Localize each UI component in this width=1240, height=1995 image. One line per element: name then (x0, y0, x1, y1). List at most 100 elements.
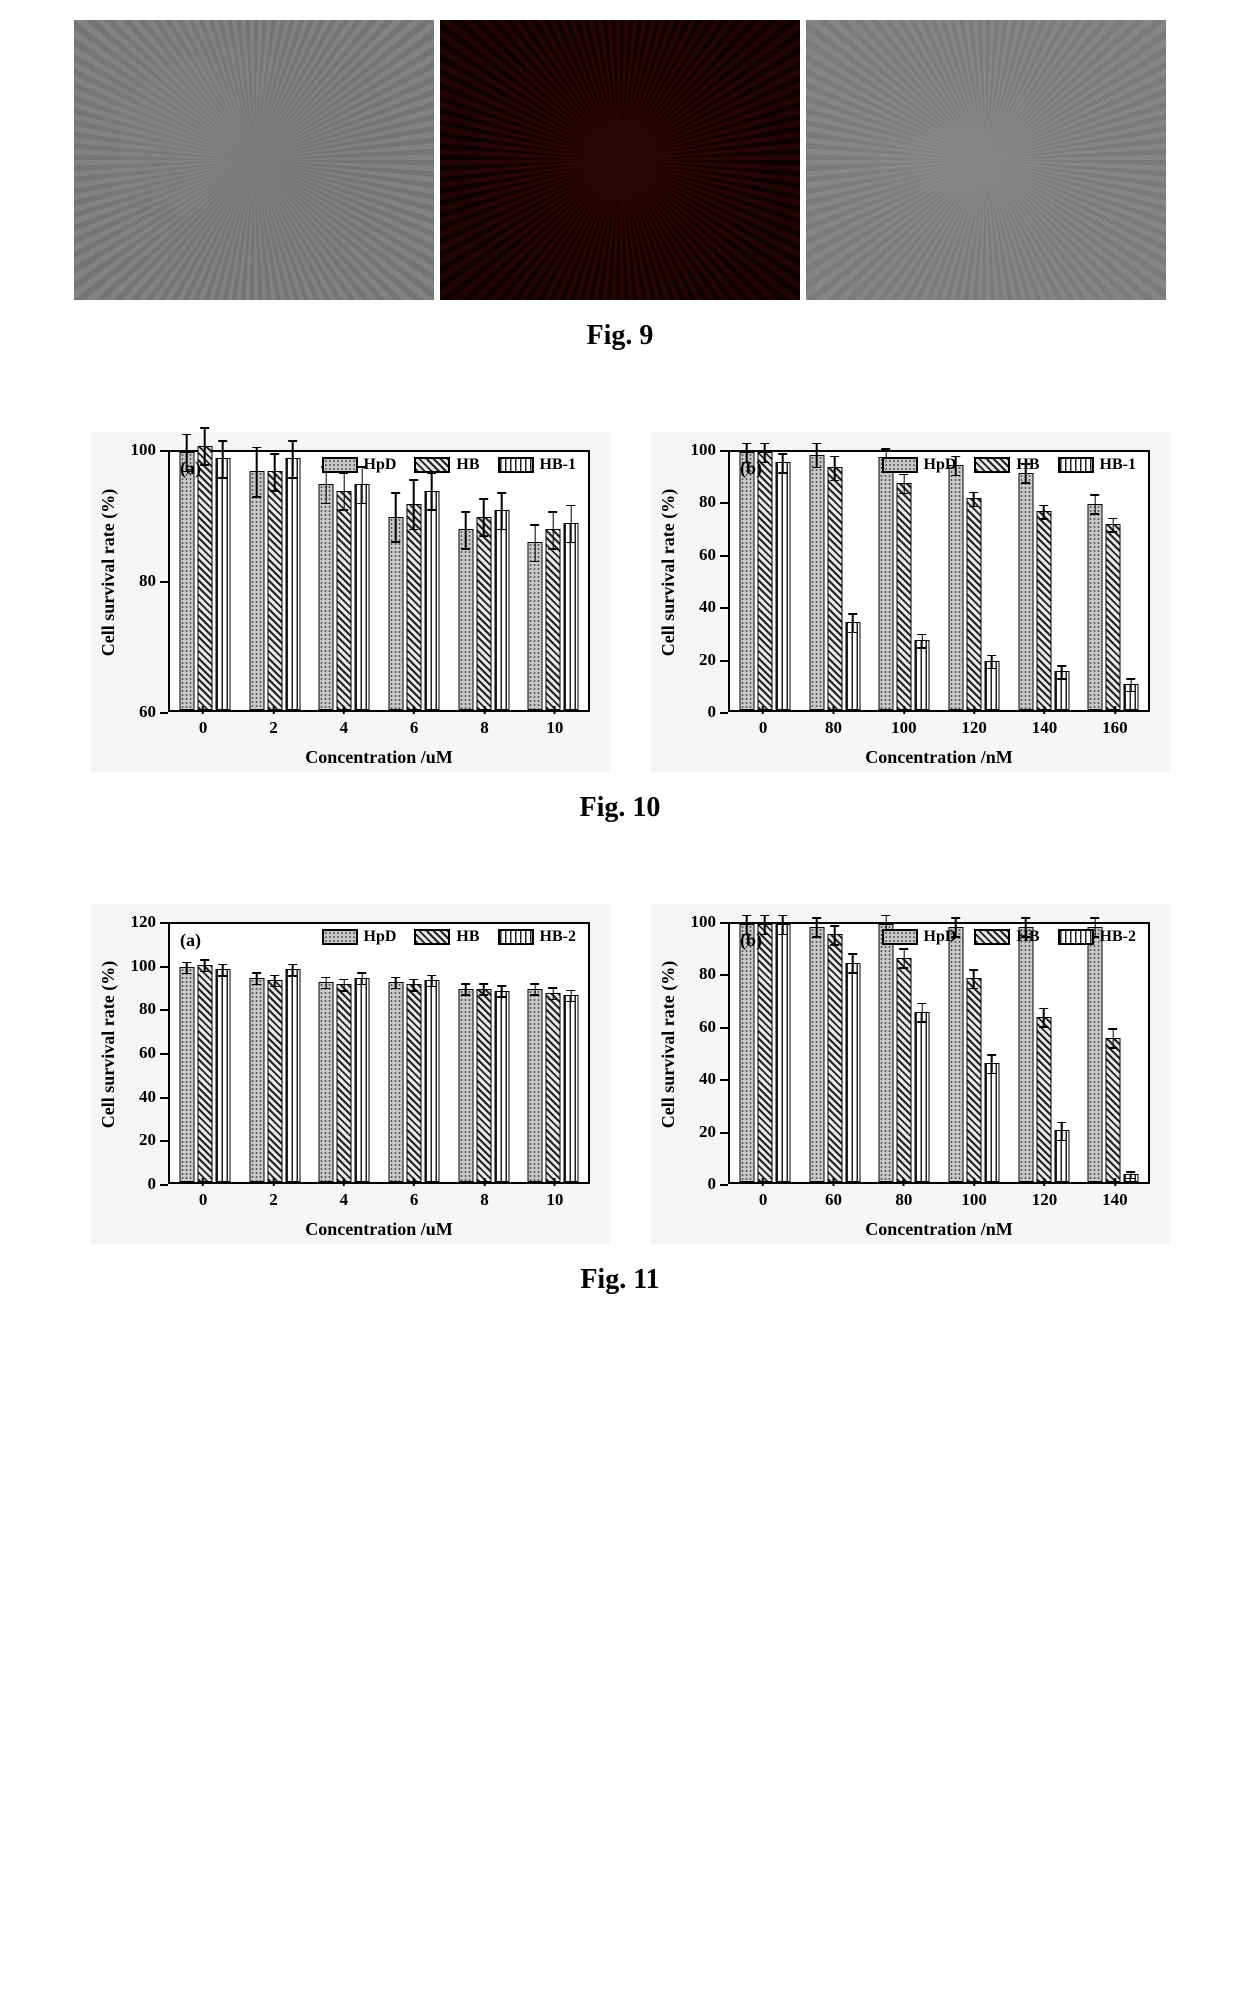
x-ticks: 0246810 (168, 716, 590, 742)
bar (528, 542, 543, 710)
legend: HpDHBHB-1 (322, 456, 576, 474)
legend-item: HpD (882, 928, 957, 946)
bar (897, 483, 912, 710)
bar (285, 969, 300, 1182)
legend-item: HB (974, 456, 1039, 474)
error-bar (973, 969, 975, 989)
legend-item: HB-1 (1058, 456, 1136, 474)
x-tick: 2 (269, 1190, 278, 1210)
bar-group (879, 924, 930, 1182)
bar-group (458, 924, 509, 1182)
bar (845, 622, 860, 710)
x-tick: 80 (895, 1190, 912, 1210)
bar-group (739, 924, 790, 1182)
bar-group (528, 924, 579, 1182)
legend-swatch (322, 929, 358, 945)
fig9-caption: Fig. 9 (50, 320, 1190, 352)
bar-group (458, 452, 509, 710)
x-tick: 160 (1102, 718, 1128, 738)
bar (739, 452, 754, 710)
error-bar (431, 473, 433, 511)
error-bar (991, 655, 993, 670)
fig11-caption: Fig. 11 (50, 1264, 1190, 1296)
error-bar (973, 492, 975, 507)
error-bar (852, 613, 854, 633)
bar (494, 510, 509, 710)
error-bar (361, 972, 363, 985)
error-bar (465, 511, 467, 549)
plot-area: (b)HpDHBHB-2 (728, 922, 1150, 1184)
bar-group (948, 924, 999, 1182)
bar-group (1088, 452, 1139, 710)
x-tick: 8 (480, 718, 489, 738)
bar (879, 924, 894, 1182)
bar (948, 927, 963, 1182)
bar (546, 993, 561, 1182)
error-bar (552, 511, 554, 549)
error-bar (431, 975, 433, 988)
bar (179, 452, 194, 710)
error-bar (1043, 1008, 1045, 1028)
bar (809, 455, 824, 710)
y-tick: 60 (656, 1017, 716, 1037)
y-tick: 60 (656, 545, 716, 565)
error-bar (465, 983, 467, 996)
bar (388, 982, 403, 1182)
bar (406, 504, 421, 710)
error-bar (274, 453, 276, 491)
bar (215, 969, 230, 1182)
legend: HpDHBHB-1 (882, 456, 1136, 474)
x-tick: 0 (199, 1190, 208, 1210)
bar (249, 978, 264, 1182)
error-bar (782, 915, 784, 935)
y-tick: 80 (656, 492, 716, 512)
bar (809, 927, 824, 1182)
error-bar (222, 964, 224, 977)
x-tick: 10 (546, 1190, 563, 1210)
x-tick: 60 (825, 1190, 842, 1210)
x-tick: 140 (1032, 718, 1058, 738)
x-tick: 10 (546, 718, 563, 738)
legend-swatch (974, 457, 1010, 473)
y-tick: 100 (96, 440, 156, 460)
bar (319, 484, 334, 710)
error-bar (903, 474, 905, 494)
bar (476, 517, 491, 711)
error-bar (552, 987, 554, 1000)
bar (337, 984, 352, 1182)
x-tick: 100 (961, 1190, 987, 1210)
error-bar (204, 427, 206, 465)
fig11-charts: Cell survival rate (%)(a)HpDHBHB-2020406… (90, 904, 1150, 1244)
legend-swatch (1058, 457, 1094, 473)
y-tick: 40 (656, 597, 716, 617)
panel-label: (b) (740, 930, 762, 951)
error-bar (834, 925, 836, 945)
error-bar (325, 977, 327, 990)
x-axis-label: Concentration /uM (168, 747, 590, 768)
error-bar (764, 915, 766, 935)
y-tick: 80 (656, 964, 716, 984)
error-bar (1112, 518, 1114, 533)
legend-swatch (414, 929, 450, 945)
y-tick: 80 (96, 571, 156, 591)
x-tick: 4 (340, 718, 349, 738)
error-bar (921, 634, 923, 649)
error-bar (395, 977, 397, 990)
error-bar (816, 917, 818, 937)
bar (267, 471, 282, 710)
panel-label: (b) (740, 458, 762, 479)
bar (564, 523, 579, 710)
error-bar (1130, 678, 1132, 692)
bar (564, 995, 579, 1182)
x-tick: 4 (340, 1190, 349, 1210)
bar-group (249, 924, 300, 1182)
bar (775, 462, 790, 710)
y-tick: 0 (656, 1174, 716, 1194)
fig11-chart-a: Cell survival rate (%)(a)HpDHBHB-2020406… (90, 904, 610, 1244)
bar-group (319, 924, 370, 1182)
panel-label: (a) (180, 458, 201, 479)
legend-item: HB (414, 928, 479, 946)
y-ticks: 020406080100 (650, 922, 724, 1184)
error-bar (222, 440, 224, 478)
bars-layer (170, 924, 588, 1182)
